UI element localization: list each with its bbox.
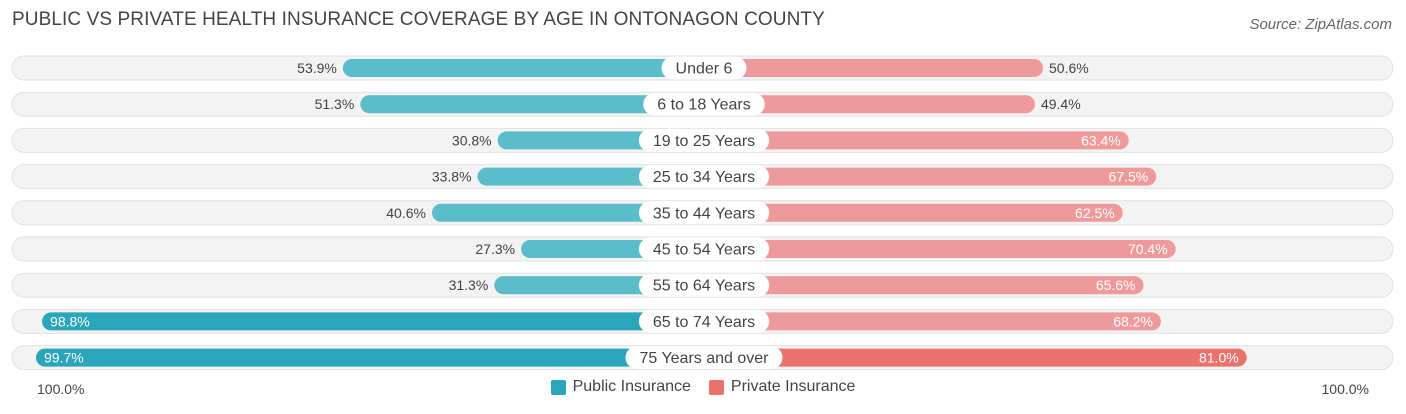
category-label: 65 to 74 Years bbox=[653, 314, 755, 331]
private-bar bbox=[704, 312, 1161, 331]
legend-swatch-public bbox=[550, 379, 566, 395]
category-label-pill bbox=[638, 237, 770, 261]
private-value-label: 70.4% bbox=[1128, 241, 1168, 257]
public-value-label: 53.9% bbox=[297, 60, 337, 76]
public-value-label: 99.7% bbox=[44, 350, 84, 366]
private-value-label: 62.5% bbox=[1075, 205, 1115, 221]
public-bar bbox=[36, 348, 704, 367]
public-value-label: 27.3% bbox=[475, 241, 515, 257]
category-label: 19 to 25 Years bbox=[653, 133, 755, 150]
category-label-pill bbox=[638, 165, 770, 189]
private-value-label: 65.6% bbox=[1096, 277, 1136, 293]
private-bar bbox=[704, 203, 1123, 222]
category-label: 75 Years and over bbox=[640, 350, 770, 367]
category-label: 45 to 54 Years bbox=[653, 242, 755, 259]
public-value-label: 30.8% bbox=[452, 132, 492, 148]
private-bar bbox=[704, 59, 1044, 77]
private-value-label: 81.0% bbox=[1199, 350, 1239, 366]
chart-area: 53.9% 50.6% Under 6 51.3% 49.4% 6 to 18 Years… bbox=[11, 55, 1394, 371]
public-value-label: 31.3% bbox=[449, 277, 489, 293]
public-value-label: 40.6% bbox=[386, 205, 426, 221]
category-label-pill bbox=[643, 92, 765, 116]
legend-item-private[interactable]: Private Insurance bbox=[708, 378, 856, 396]
category-label: 55 to 64 Years bbox=[653, 278, 755, 295]
public-bar bbox=[342, 59, 704, 77]
public-bar bbox=[42, 312, 705, 331]
private-value-label: 49.4% bbox=[1041, 96, 1081, 112]
category-label-pill bbox=[638, 128, 770, 152]
private-value-label: 67.5% bbox=[1109, 169, 1149, 185]
legend-swatch-private bbox=[708, 379, 724, 395]
category-label-pill bbox=[638, 309, 770, 333]
public-bar bbox=[431, 203, 704, 222]
legend: Public Insurance Private Insurance bbox=[0, 378, 1406, 396]
private-value-label: 68.2% bbox=[1113, 313, 1153, 329]
public-value-label: 51.3% bbox=[315, 96, 355, 112]
category-label-pill bbox=[625, 346, 783, 370]
private-bar bbox=[704, 167, 1157, 186]
public-value-label: 33.8% bbox=[432, 169, 472, 185]
legend-label-private: Private Insurance bbox=[730, 378, 856, 395]
category-label-pill bbox=[638, 273, 770, 297]
category-label: 35 to 44 Years bbox=[653, 205, 755, 222]
legend-item-public[interactable]: Public Insurance bbox=[550, 378, 691, 396]
category-label-pill bbox=[661, 56, 747, 80]
axis-left-label: 100.0% bbox=[37, 381, 85, 397]
private-value-label: 50.6% bbox=[1049, 60, 1089, 76]
source-label: Source: ZipAtlas.com bbox=[1249, 16, 1392, 33]
public-value-label: 98.8% bbox=[50, 313, 90, 329]
private-value-label: 63.4% bbox=[1081, 132, 1121, 148]
axis-right-label: 100.0% bbox=[1321, 381, 1369, 397]
category-label-pill bbox=[638, 201, 770, 225]
category-label: 25 to 34 Years bbox=[653, 169, 755, 186]
category-label: Under 6 bbox=[676, 61, 733, 78]
private-bar bbox=[704, 348, 1247, 367]
private-bar bbox=[704, 240, 1176, 258]
category-label: 6 to 18 Years bbox=[657, 97, 750, 114]
private-bar bbox=[704, 276, 1144, 295]
legend-label-public: Public Insurance bbox=[572, 378, 691, 395]
private-bar bbox=[704, 131, 1129, 150]
private-bar bbox=[704, 95, 1035, 114]
chart-title: PUBLIC VS PRIVATE HEALTH INSURANCE COVER… bbox=[12, 9, 825, 30]
public-bar bbox=[360, 95, 704, 114]
